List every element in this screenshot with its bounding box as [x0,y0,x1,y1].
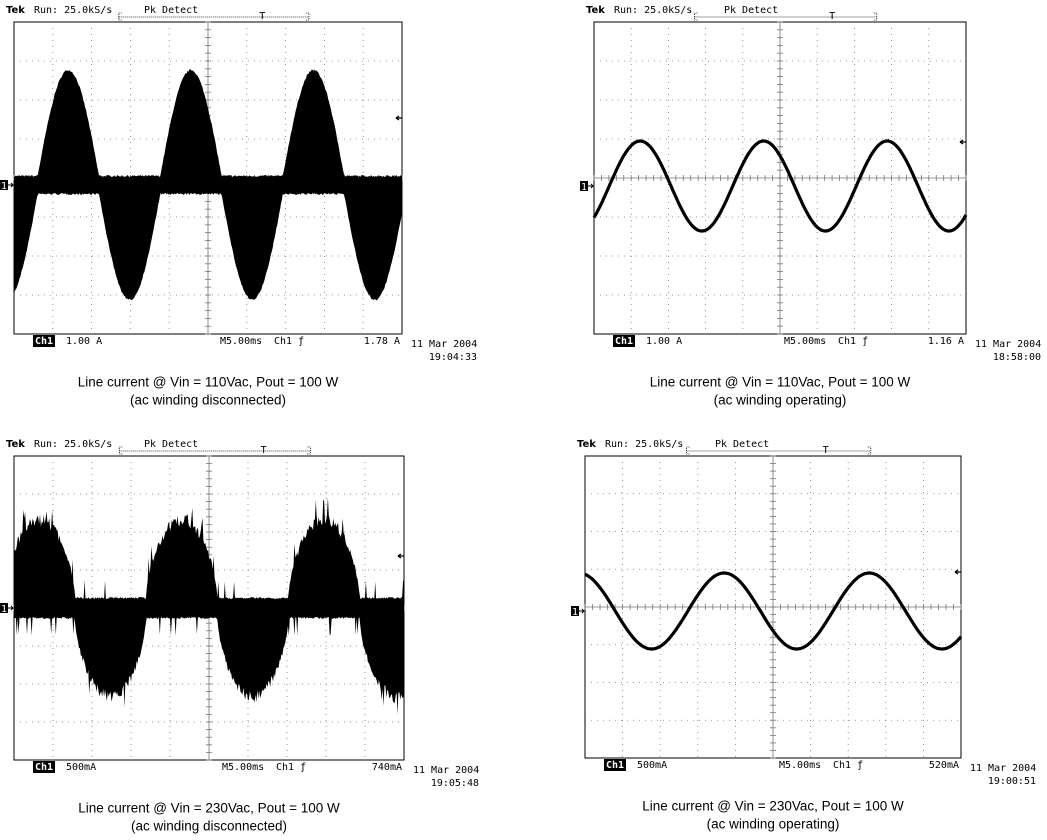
channel-marker: 1 [1,604,7,615]
trigger-level: 1.16 A [928,336,964,347]
trigger-source: Ch1 ƒ [274,336,304,347]
brand: Tek [6,439,25,450]
time: 19:05:48 [431,778,479,789]
acq-mode: Pk Detect [724,5,778,16]
acq-mode: Pk Detect [144,5,198,16]
channel: Ch1 [35,762,53,773]
vertical-scale: 1.00 A [66,336,102,347]
brand: Tek [6,5,25,16]
trigger-level: 740mA [372,762,402,773]
trigger-position: T [259,11,265,22]
channel: Ch1 [606,760,624,771]
channel-marker: 1 [1,181,7,192]
date: 11 Mar 2004 [413,765,479,776]
caption-line: (ac winding operating) [714,393,847,408]
trigger-level: 1.78 A [364,336,400,347]
vertical-scale: 1.00 A [646,336,682,347]
channel-marker: 1 [572,607,578,618]
run-status: Run: 25.0kS/s [34,5,112,16]
figure: Tek Run: 25.0kS/s Pk Detect T 1 Ch1 1.00 A M5.0… [0,0,1047,840]
timebase: M5.00ms [784,336,826,347]
caption-line: (ac winding disconnected) [131,819,287,834]
time: 19:04:33 [429,352,477,363]
marker-arrow [8,183,13,187]
run-status: Run: 25.0kS/s [34,439,112,450]
time: 19:00:51 [988,776,1036,787]
record-bracket [694,13,876,20]
scope-panel: Tek Run: 25.0kS/s Pk Detect T 1 Ch1 1.00 A M5.0… [0,5,477,408]
caption-line: Line current @ Vin = 230Vac, Pout = 100 … [642,799,904,814]
timebase: M5.00ms [779,760,821,771]
trigger-position: T [261,445,267,456]
scope-panel: Tek Run: 25.0kS/s Pk Detect T 1 Ch1 500mA M5.00… [0,439,479,834]
time: 18:58:00 [993,352,1041,363]
acq-mode: Pk Detect [715,439,769,450]
timebase: M5.00ms [220,336,262,347]
caption-line: (ac winding disconnected) [130,393,286,408]
trigger-source: Ch1 ƒ [833,760,863,771]
channel: Ch1 [35,336,53,347]
scope-panel: Tek Run: 25.0kS/s Pk Detect T 1 Ch1 1.00 A M5.0… [580,5,1041,408]
date: 11 Mar 2004 [411,339,477,350]
trigger-level: 520mA [929,760,959,771]
marker-arrow [579,609,584,613]
brand: Tek [577,439,596,450]
run-status: Run: 25.0kS/s [614,5,692,16]
brand: Tek [586,5,605,16]
caption-line: Line current @ Vin = 110Vac, Pout = 100 … [78,375,339,390]
channel-marker: 1 [581,182,587,193]
marker-arrow [8,606,13,610]
scope-panel: Tek Run: 25.0kS/s Pk Detect T 1 Ch1 500mA M5.00… [571,439,1036,832]
timebase: M5.00ms [222,762,264,773]
date: 11 Mar 2004 [970,763,1036,774]
channel: Ch1 [615,336,633,347]
date: 11 Mar 2004 [975,339,1041,350]
trigger-source: Ch1 ƒ [276,762,306,773]
marker-arrow [588,184,593,188]
trigger-source: Ch1 ƒ [838,336,868,347]
vertical-scale: 500mA [66,762,96,773]
run-status: Run: 25.0kS/s [605,439,683,450]
vertical-scale: 500mA [637,760,667,771]
trigger-position: T [829,11,835,22]
trigger-position: T [823,445,829,456]
acq-mode: Pk Detect [144,439,198,450]
caption-line: Line current @ Vin = 110Vac, Pout = 100 … [650,375,911,390]
caption-line: Line current @ Vin = 230Vac, Pout = 100 … [78,801,340,816]
caption-line: (ac winding operating) [707,817,840,832]
